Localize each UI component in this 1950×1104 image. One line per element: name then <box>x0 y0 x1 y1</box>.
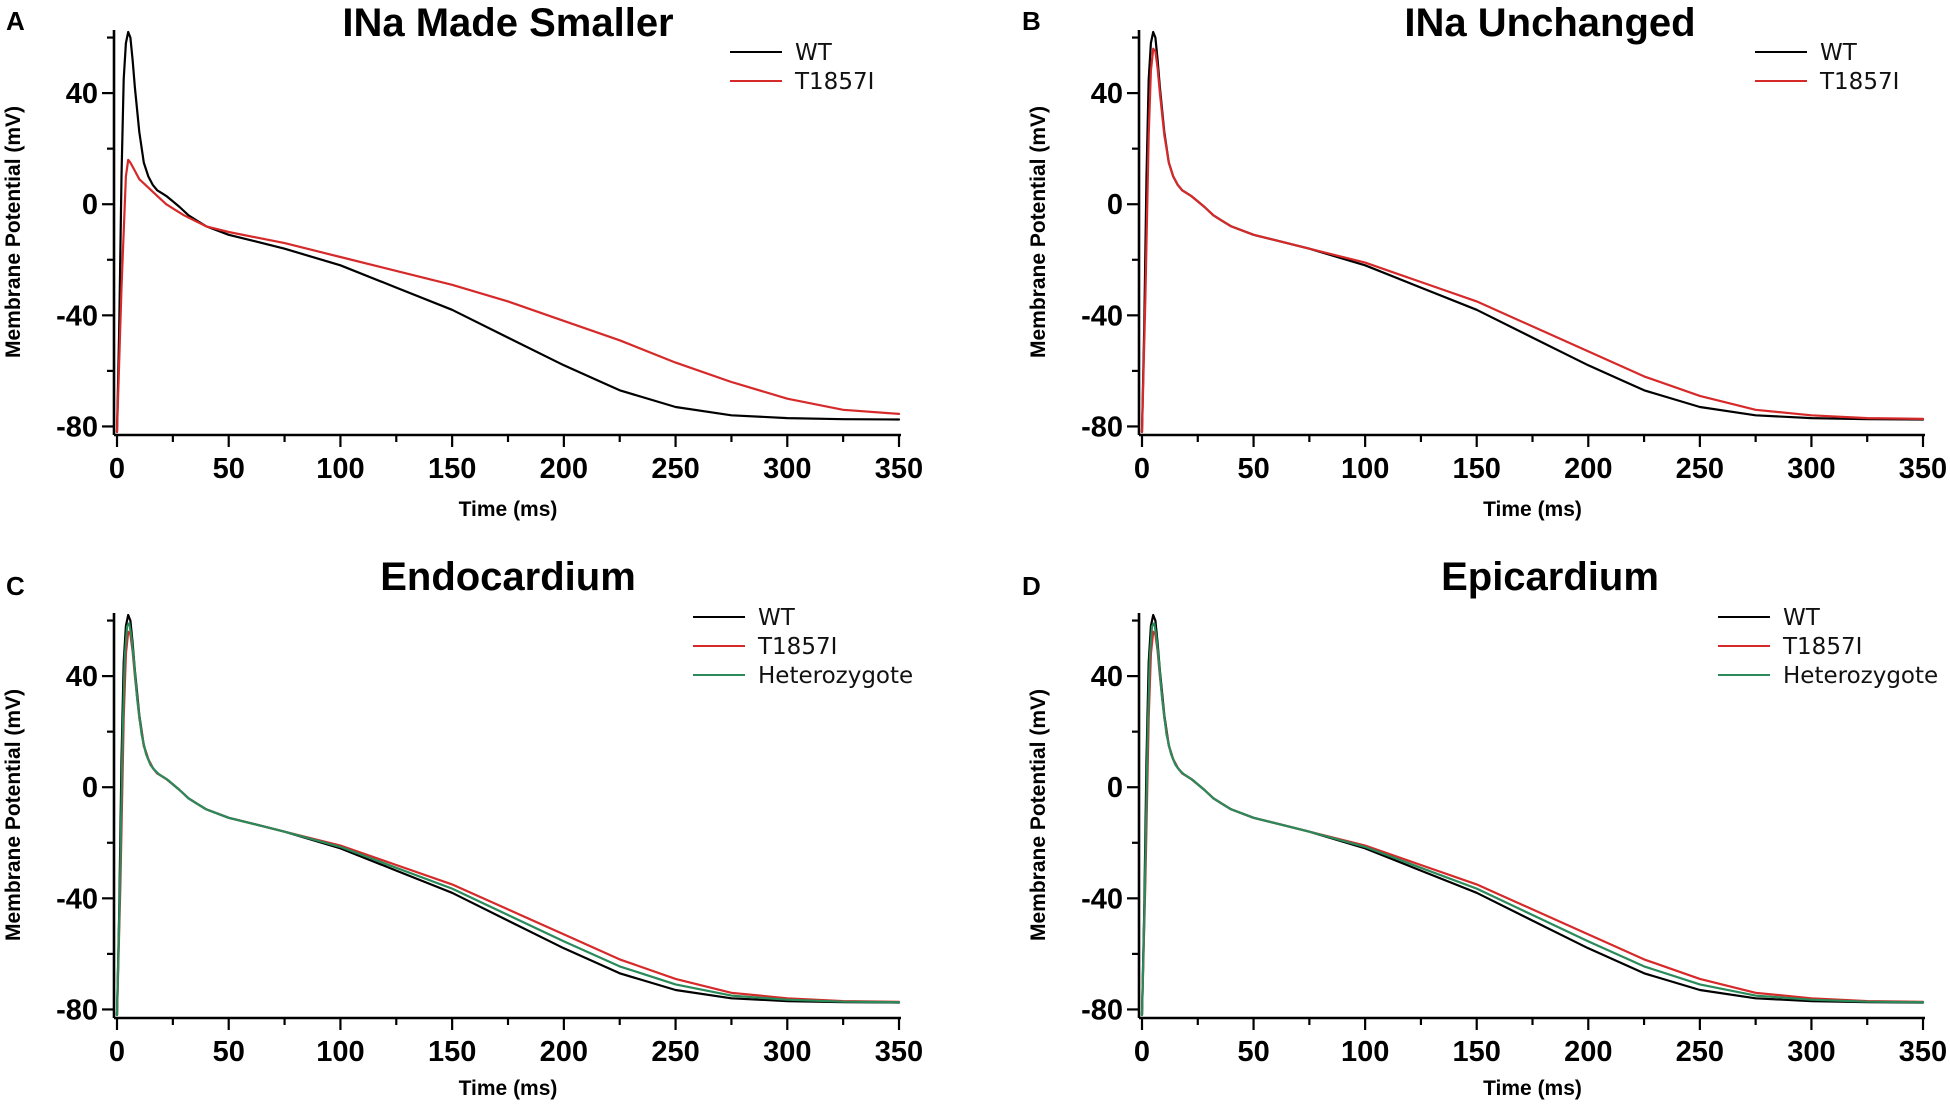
legend-label: T1857I <box>794 69 874 95</box>
series-line-wt <box>115 30 901 434</box>
x-tick-label: 250 <box>651 1036 699 1068</box>
legend-label: Heterozygote <box>1783 663 1938 689</box>
x-tick-label: 350 <box>1899 453 1947 485</box>
legend-label: WT <box>1783 605 1821 631</box>
panel-letter: C <box>6 571 25 601</box>
chart-title: INa Unchanged <box>1404 1 1695 45</box>
x-tick-label: 50 <box>213 453 245 485</box>
chart-title: Endocardium <box>380 555 636 599</box>
panel-letter: D <box>1022 571 1041 601</box>
series-line-t1857i <box>1140 630 1925 1017</box>
legend: WT T1857I Heterozygote <box>693 605 913 689</box>
y-axis-label: Membrane Potential (mV) <box>2 106 25 358</box>
x-tick-label: 350 <box>875 453 923 485</box>
series-line-wt <box>1140 30 1925 434</box>
y-tick-label: 40 <box>66 78 98 110</box>
chart-title: INa Made Smaller <box>342 1 673 45</box>
x-tick-label: 100 <box>316 1036 364 1068</box>
x-tick-label: 50 <box>1237 453 1269 485</box>
x-tick-label: 300 <box>1787 1036 1835 1068</box>
x-tick-label: 300 <box>763 1036 811 1068</box>
panel-letter: B <box>1022 6 1041 36</box>
y-tick-label: -40 <box>1081 883 1123 915</box>
x-tick-label: 200 <box>540 453 588 485</box>
x-tick-label: 50 <box>213 1036 245 1068</box>
x-tick-label: 250 <box>1676 1036 1724 1068</box>
panel-letter: A <box>6 6 25 36</box>
x-tick-label: 150 <box>1453 453 1501 485</box>
x-tick-label: 150 <box>428 453 476 485</box>
x-axis-label: Time (ms) <box>459 498 558 521</box>
series-line-t1857i <box>115 630 901 1017</box>
legend: WT T1857I <box>730 40 874 95</box>
y-tick-label: -80 <box>56 994 98 1026</box>
y-axis-label: Membrane Potential (mV) <box>1027 106 1050 358</box>
legend-label: WT <box>1820 40 1858 66</box>
legend-label: WT <box>795 40 833 66</box>
y-tick-label: -80 <box>1081 411 1123 443</box>
x-tick-label: 200 <box>540 1036 588 1068</box>
legend: WT T1857I Heterozygote <box>1718 605 1938 689</box>
x-tick-label: 100 <box>316 453 364 485</box>
x-tick-label: 350 <box>875 1036 923 1068</box>
y-tick-label: -40 <box>1081 300 1123 332</box>
y-tick-label: -40 <box>56 883 98 915</box>
chart-panel-d: D Epicardium -80 -40 0 40 0 50 100 150 200 250 300 35… <box>1022 555 1947 1100</box>
x-tick-label: 250 <box>651 453 699 485</box>
x-tick-label: 350 <box>1899 1036 1947 1068</box>
y-tick-label: 40 <box>1091 661 1123 693</box>
y-tick-label: -80 <box>56 411 98 443</box>
legend-label: T1857I <box>1819 69 1899 95</box>
chart-panel-c: C Endocardium -80 -40 0 40 0 50 100 150 200 250 300 3… <box>2 555 923 1100</box>
x-tick-label: 0 <box>109 1036 125 1068</box>
y-axis-label: Membrane Potential (mV) <box>2 689 25 941</box>
x-tick-label: 0 <box>1134 453 1150 485</box>
x-tick-label: 150 <box>428 1036 476 1068</box>
series-line-heterozygote <box>115 622 901 1017</box>
series-line-t1857i <box>1140 47 1925 434</box>
series-line-t1857i <box>115 158 901 434</box>
y-tick-label: 40 <box>66 661 98 693</box>
x-tick-label: 250 <box>1676 453 1724 485</box>
y-tick-label: 0 <box>1107 189 1123 221</box>
x-tick-label: 100 <box>1341 1036 1389 1068</box>
x-axis-label: Time (ms) <box>1483 498 1582 521</box>
chart-panel-a: A INa Made Smaller -80 -40 0 40 0 50 100 150 200 25… <box>2 1 923 521</box>
chart-title: Epicardium <box>1441 555 1659 599</box>
chart-panel-b: B INa Unchanged -80 -40 0 40 0 50 100 150 200 250 30… <box>1022 1 1947 521</box>
x-tick-label: 200 <box>1564 1036 1612 1068</box>
x-tick-label: 100 <box>1341 453 1389 485</box>
legend-label: T1857I <box>757 634 837 660</box>
x-axis-label: Time (ms) <box>459 1077 558 1100</box>
x-tick-label: 300 <box>763 453 811 485</box>
x-tick-label: 50 <box>1237 1036 1269 1068</box>
legend: WT T1857I <box>1755 40 1899 95</box>
y-axis-label: Membrane Potential (mV) <box>1027 689 1050 941</box>
legend-label: T1857I <box>1782 634 1862 660</box>
y-tick-label: 0 <box>82 189 98 221</box>
x-tick-label: 0 <box>109 453 125 485</box>
x-tick-label: 300 <box>1787 453 1835 485</box>
x-tick-label: 0 <box>1134 1036 1150 1068</box>
x-axis-label: Time (ms) <box>1483 1077 1582 1100</box>
legend-label: Heterozygote <box>758 663 913 689</box>
y-tick-label: 0 <box>82 772 98 804</box>
x-tick-label: 200 <box>1564 453 1612 485</box>
legend-label: WT <box>758 605 796 631</box>
y-tick-label: 0 <box>1107 772 1123 804</box>
y-tick-label: -80 <box>1081 994 1123 1026</box>
y-tick-label: -40 <box>56 300 98 332</box>
y-tick-label: 40 <box>1091 78 1123 110</box>
x-tick-label: 150 <box>1453 1036 1501 1068</box>
series-line-heterozygote <box>1140 622 1925 1017</box>
